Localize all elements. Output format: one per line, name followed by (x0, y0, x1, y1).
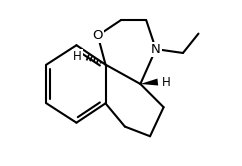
Text: H: H (73, 50, 82, 63)
Text: N: N (151, 43, 161, 56)
Text: H: H (162, 76, 171, 88)
Polygon shape (140, 79, 158, 85)
Text: O: O (92, 29, 103, 42)
